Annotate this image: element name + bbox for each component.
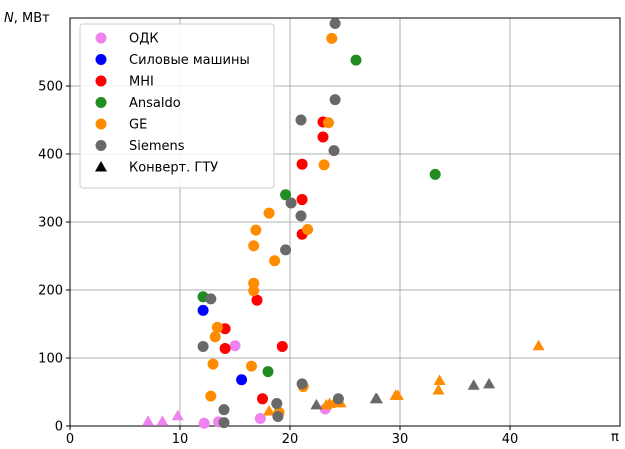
legend: ОДК Силовые машины MHI Ansaldo GE Siemens Конв…	[79, 23, 275, 189]
y-tick-label: 400	[38, 148, 63, 163]
legend-item: MHI	[95, 75, 154, 90]
legend-triangle-marker	[95, 161, 107, 172]
y-tick-label: 300	[38, 216, 63, 231]
legend-item: GE	[95, 118, 147, 133]
data-point	[391, 389, 404, 400]
y-tick-label: 100	[38, 352, 63, 367]
y-axis-unit: , МВт	[14, 11, 50, 26]
x-tick-label: 0	[66, 432, 74, 447]
data-point	[433, 374, 446, 385]
data-point	[467, 379, 480, 390]
data-point	[483, 377, 496, 389]
data-point	[432, 383, 445, 395]
legend-label: Siemens	[129, 139, 185, 154]
data-point	[296, 194, 308, 206]
data-point	[198, 417, 210, 429]
data-point	[323, 117, 334, 129]
data-point	[218, 417, 230, 429]
legend-circle-marker	[95, 140, 107, 151]
data-point	[246, 360, 257, 372]
data-point	[532, 339, 545, 351]
data-point	[156, 415, 169, 426]
legend-label: Конверт. ГТУ	[129, 161, 218, 176]
x-tick-label: 30	[392, 432, 409, 447]
data-point	[218, 404, 230, 416]
data-point	[318, 159, 330, 171]
data-point	[205, 390, 217, 402]
data-point	[263, 405, 276, 416]
data-point	[280, 189, 292, 201]
data-point	[257, 393, 268, 405]
legend-label: Ansaldo	[129, 96, 181, 111]
y-tick-label: 500	[38, 80, 63, 95]
data-point	[236, 374, 248, 386]
data-point	[310, 398, 323, 410]
legend-circle-marker	[95, 32, 107, 44]
legend-label: Силовые машины	[129, 53, 250, 68]
legend-circle-marker	[95, 54, 107, 65]
legend-label: GE	[129, 118, 147, 133]
y-tick-label: 0	[55, 420, 63, 435]
legend-item: ОДК	[95, 32, 159, 47]
data-point	[429, 168, 441, 180]
legend-items: ОДК Силовые машины MHI Ansaldo GE Siemens Конв…	[95, 32, 250, 176]
data-point	[209, 331, 221, 343]
data-point	[295, 114, 307, 126]
data-point	[263, 207, 275, 219]
x-tick-label: 40	[502, 432, 519, 447]
data-point	[370, 392, 383, 404]
data-point	[350, 54, 362, 66]
data-point	[211, 321, 223, 333]
legend-circle-marker	[95, 97, 107, 108]
data-points	[142, 17, 545, 429]
legend-item: Siemens	[95, 139, 185, 154]
data-point	[197, 340, 209, 352]
data-point	[328, 145, 340, 157]
legend-circle-marker	[95, 118, 107, 130]
data-point	[296, 378, 308, 390]
y-axis-title: N, МВт	[4, 11, 50, 26]
legend-item: Ansaldo	[95, 96, 181, 111]
data-point	[295, 210, 307, 222]
legend-label: ОДК	[129, 32, 159, 47]
data-point	[329, 94, 341, 106]
data-point	[302, 223, 314, 235]
data-point	[280, 244, 292, 256]
data-point	[285, 197, 297, 209]
data-point	[205, 293, 217, 305]
data-point	[276, 340, 288, 352]
data-point	[250, 224, 262, 236]
data-point	[142, 415, 155, 426]
legend-box	[79, 23, 275, 189]
data-point	[262, 366, 274, 378]
data-point	[248, 285, 260, 297]
data-point	[197, 304, 209, 316]
data-point	[254, 413, 266, 425]
legend-label: MHI	[129, 75, 154, 90]
data-point	[269, 255, 281, 267]
y-tick-label: 200	[38, 284, 63, 299]
data-point	[326, 32, 338, 44]
x-axis-title: π	[611, 430, 619, 445]
data-point	[317, 131, 329, 143]
x-tick-label: 10	[172, 432, 189, 447]
data-point	[207, 358, 219, 370]
data-point	[229, 340, 241, 352]
data-point	[332, 393, 344, 405]
data-point	[248, 240, 260, 252]
data-point	[329, 17, 341, 29]
data-point	[171, 409, 184, 421]
data-point	[271, 398, 283, 410]
data-point	[296, 158, 308, 170]
data-point	[251, 294, 263, 306]
legend-circle-marker	[95, 75, 107, 87]
x-tick-label: 20	[282, 432, 299, 447]
legend-item: Конверт. ГТУ	[95, 161, 218, 176]
data-point	[219, 342, 231, 354]
y-axis-symbol: N	[4, 11, 14, 26]
data-point	[272, 410, 284, 422]
legend-item: Силовые машины	[95, 53, 250, 68]
